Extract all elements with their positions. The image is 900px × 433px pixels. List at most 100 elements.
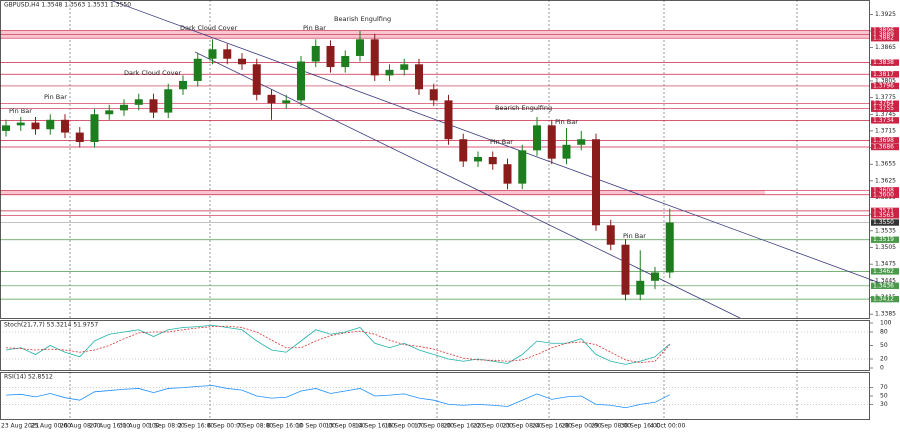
y-tick-label: 80 — [880, 329, 888, 336]
indicator-label: RSI(14) 52.8512 — [4, 374, 53, 381]
level-label: 1.3686 — [873, 144, 894, 151]
candle-body — [488, 157, 497, 165]
x-tick-label: 29 Sep 08:00 — [591, 423, 631, 430]
level-tag — [871, 187, 899, 194]
candle-body — [444, 100, 453, 140]
pattern-annotation: Pin Bar — [555, 118, 578, 126]
y-tick-label: 1.3805 — [875, 77, 896, 84]
candle-body — [2, 125, 10, 131]
level-label: 1.3571 — [873, 207, 894, 214]
level-label: 1.3755 — [873, 105, 894, 112]
level-tag — [871, 207, 899, 215]
y-tick-label: 1.3925 — [875, 11, 896, 18]
pattern-annotation: Bearish Engulfing — [334, 15, 391, 23]
y-tick-label: 1.3385 — [875, 311, 896, 318]
y-tick-label: 1.3535 — [875, 227, 896, 234]
pattern-annotation: Dark Cloud Cover — [124, 69, 181, 77]
pattern-annotation: Bearish Engulfing — [495, 104, 552, 112]
period-separators — [69, 0, 798, 419]
level-label: 1.3519 — [873, 236, 894, 243]
x-tick-label: 26 Aug 08:00 — [60, 423, 101, 430]
candle-body — [518, 150, 527, 184]
x-tick-label: 25 Aug 00:00 — [31, 423, 72, 430]
y-tick-label: 1.3625 — [875, 177, 896, 184]
x-tick-label: 6 Sep 00:00 — [208, 423, 244, 430]
y-tick-label: 1.3505 — [875, 244, 896, 251]
candle-body — [134, 99, 143, 105]
level-label: 1.3436 — [873, 282, 894, 289]
candles — [2, 30, 674, 409]
pattern-annotation: Pin Bar — [490, 138, 513, 146]
pattern-annotation: Pin Bar — [44, 93, 67, 101]
y-tick-label: 1.3775 — [875, 94, 896, 101]
x-tick-label: 14 Sep 16:00 — [355, 423, 395, 430]
candle-body — [429, 89, 438, 101]
candle-body — [193, 58, 202, 81]
candle-body — [75, 132, 84, 143]
level-label: 1.3608 — [873, 187, 894, 194]
level-tag — [871, 191, 899, 198]
level-tag — [871, 59, 899, 66]
candle-body — [252, 64, 261, 95]
candle-body — [577, 139, 586, 145]
x-tick-label: 2 Sep 16:00 — [178, 423, 214, 430]
level-tag — [871, 282, 899, 290]
candle-body — [415, 64, 423, 90]
candle-body — [370, 39, 379, 76]
x-tick-label: 16 Sep 00:00 — [385, 423, 425, 430]
x-tick-label: 13 Sep 08:00 — [326, 423, 366, 430]
labels: 1.39251.38951.38651.38351.38051.37751.37… — [1, 11, 899, 430]
candle-body — [16, 122, 25, 126]
levels — [0, 14, 873, 405]
candle-body — [297, 61, 305, 101]
y-tick-label: 30 — [880, 401, 888, 408]
chart-title: GBPUSD,H4 1.3548 1.3563 1.3531 1.3550 — [4, 2, 131, 9]
x-tick-label: 1 Sep 08:00 — [149, 423, 185, 430]
x-tick-label: 30 Sep 16:00 — [621, 423, 661, 430]
level-label: 1.3817 — [873, 71, 894, 78]
x-tick-label: 20 Sep 16:00 — [444, 423, 484, 430]
level-tag — [871, 137, 899, 144]
candle-body — [208, 49, 217, 59]
level-tag — [871, 117, 899, 124]
y-tick-label: 20 — [880, 356, 888, 363]
level-label: 1.3896 — [873, 27, 894, 34]
y-tick-label: 1.3445 — [875, 277, 896, 284]
level-label: 1.3563 — [873, 212, 894, 219]
y-tick-label: 1.3865 — [875, 44, 896, 51]
pattern-annotation: Pin Bar — [303, 24, 326, 32]
candle-body — [326, 45, 335, 68]
level-label: 1.3838 — [873, 59, 894, 66]
candle-body — [223, 49, 232, 59]
candle-body — [164, 89, 173, 113]
level-label: 1.3734 — [873, 117, 894, 124]
x-tick-label: 23 Sep 08:00 — [503, 423, 543, 430]
last-price-tag — [871, 219, 899, 226]
level-tag — [871, 105, 899, 112]
frames — [0, 0, 870, 420]
y-tick-label: 100 — [880, 320, 892, 327]
candle-body — [341, 55, 350, 68]
x-tick-label: 28 Sep 00:00 — [562, 423, 602, 430]
candle-body — [533, 125, 541, 151]
candle-body — [665, 222, 674, 273]
level-label: 1.3882 — [873, 35, 894, 42]
candle-body — [90, 114, 99, 143]
level-tag — [871, 27, 899, 34]
candle-body — [474, 157, 482, 162]
indicator-line — [5, 324, 671, 365]
y-tick-label: 1.3655 — [875, 161, 896, 168]
y-tick-label: 50 — [880, 393, 888, 400]
y-tick-label: 50 — [880, 342, 888, 349]
candle-body — [149, 99, 158, 113]
pattern-annotation: Dark Cloud Cover — [180, 24, 237, 32]
candle-body — [105, 110, 114, 115]
candle-body — [651, 272, 659, 281]
candle-body — [621, 244, 630, 295]
indicator-label: Stoch(21,7,7) 53.3214 51.9757 — [4, 322, 98, 329]
level-tag — [871, 295, 899, 303]
x-tick-label: 23 Aug 2021 — [1, 423, 40, 430]
y-tick-label: 1.3475 — [875, 261, 896, 268]
level-tag — [871, 34, 899, 42]
